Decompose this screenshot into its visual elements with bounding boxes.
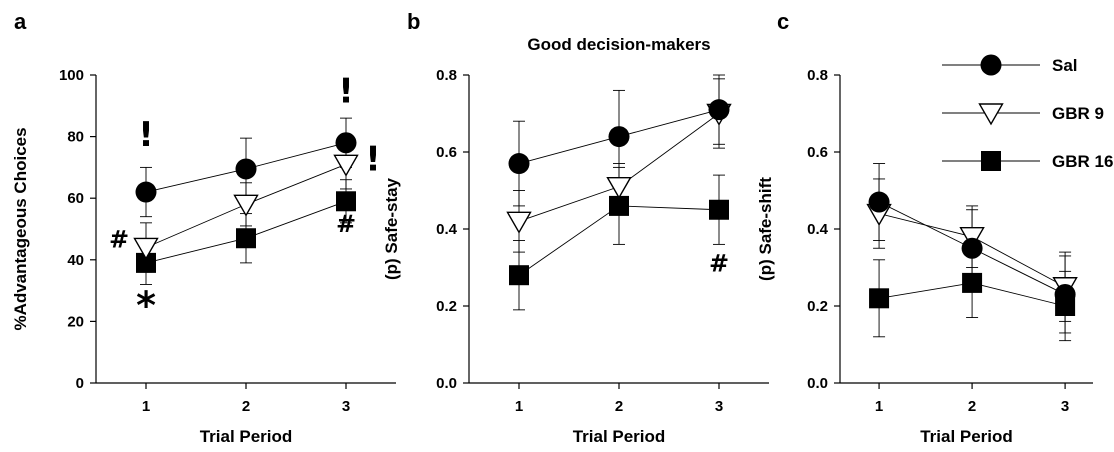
data-point-gbr-16 [962,272,983,293]
significance-marker: ! [138,115,154,155]
data-point-gbr-16 [869,288,890,309]
panel-a: a 0 20 40 60 80 100 1 2 3 Trial Period %Advantageou… [11,9,396,446]
y-axis-label: (p) Safe-shift [756,177,775,281]
significance-marker: # [709,249,729,277]
data-point-gbr-9 [133,237,159,260]
x-tick-label: 1 [142,398,150,415]
y-tick-label: 40 [67,252,84,269]
legend: Sal GBR 9 GBR 16 [942,54,1113,171]
legend-label: GBR 16 [1052,152,1113,171]
legend-label: GBR 9 [1052,104,1104,123]
y-tick-label: 0.0 [807,375,828,392]
data-point-gbr-9 [959,226,985,250]
x-axis-label: Trial Period [573,427,666,446]
x-tick-label: 2 [615,398,623,415]
data-point-sal [1054,283,1076,305]
data-point-sal [508,153,530,175]
x-tick-label: 3 [342,398,350,415]
panel-b: b Good decision-makers 0.0 0.2 0.4 0.6 0.8 1 2 3 T… [382,9,769,446]
significance-marker: ! [365,139,381,179]
x-axis-label: Trial Period [920,427,1013,446]
significance-marker: * [136,283,156,327]
x-tick-label: 2 [968,398,976,415]
y-axis-label: %Advantageous Choices [11,127,30,330]
x-axis-label: Trial Period [200,427,293,446]
significance-marker: ! [338,72,354,112]
y-tick-label: 0.0 [436,375,457,392]
data-point-sal [335,132,357,154]
x-tick-label: 3 [715,398,723,415]
data-point-sal [135,181,157,203]
panel-letter: c [777,9,789,34]
panel-c: c 0.0 0.2 0.4 0.6 0.8 1 2 3 Trial Period (p) Safe-… [756,9,1093,446]
legend-marker-gbr-9 [978,103,1004,126]
y-tick-label: 0.6 [436,144,457,161]
y-axis-label: (p) Safe-stay [382,177,401,280]
data-point-sal [868,191,890,213]
y-tick-label: 0.8 [436,67,457,84]
data-point-gbr-16 [709,199,729,220]
data-point-sal [608,126,630,148]
y-tick-label: 80 [67,129,84,146]
y-tick-label: 0.2 [436,298,457,315]
data-point-gbr-16 [509,265,529,286]
y-tick-label: 100 [59,67,84,84]
y-tick-label: 0.6 [807,144,828,161]
x-tick-label: 1 [875,398,883,415]
y-tick-label: 60 [67,190,84,207]
data-point-gbr-16 [609,195,629,216]
panel-title: Good decision-makers [527,35,710,54]
y-tick-label: 0.4 [436,221,458,238]
data-point-gbr-9 [606,176,632,200]
x-tick-label: 2 [242,398,250,415]
x-tick-label: 3 [1061,398,1069,415]
y-tick-label: 0.4 [807,221,829,238]
y-tick-label: 0.2 [807,298,828,315]
significance-marker: # [109,225,129,253]
data-point-gbr-9 [233,194,259,217]
legend-label: Sal [1052,56,1078,75]
legend-marker-sal [980,54,1002,76]
y-tick-label: 0.8 [807,67,828,84]
data-point-gbr-16 [136,252,156,273]
y-tick-label: 0 [76,375,84,392]
data-point-sal [961,237,983,259]
legend-marker-gbr-16 [981,151,1001,171]
data-point-gbr-16 [236,228,256,249]
panel-letter: a [14,9,27,34]
significance-marker: # [336,210,356,238]
data-point-gbr-9 [333,154,359,177]
x-tick-label: 1 [515,398,523,415]
y-tick-label: 20 [67,313,84,330]
data-point-gbr-9 [506,211,532,234]
panel-letter: b [407,9,420,34]
data-point-sal [235,158,257,180]
data-point-gbr-16 [336,191,356,212]
data-point-sal [708,99,730,121]
